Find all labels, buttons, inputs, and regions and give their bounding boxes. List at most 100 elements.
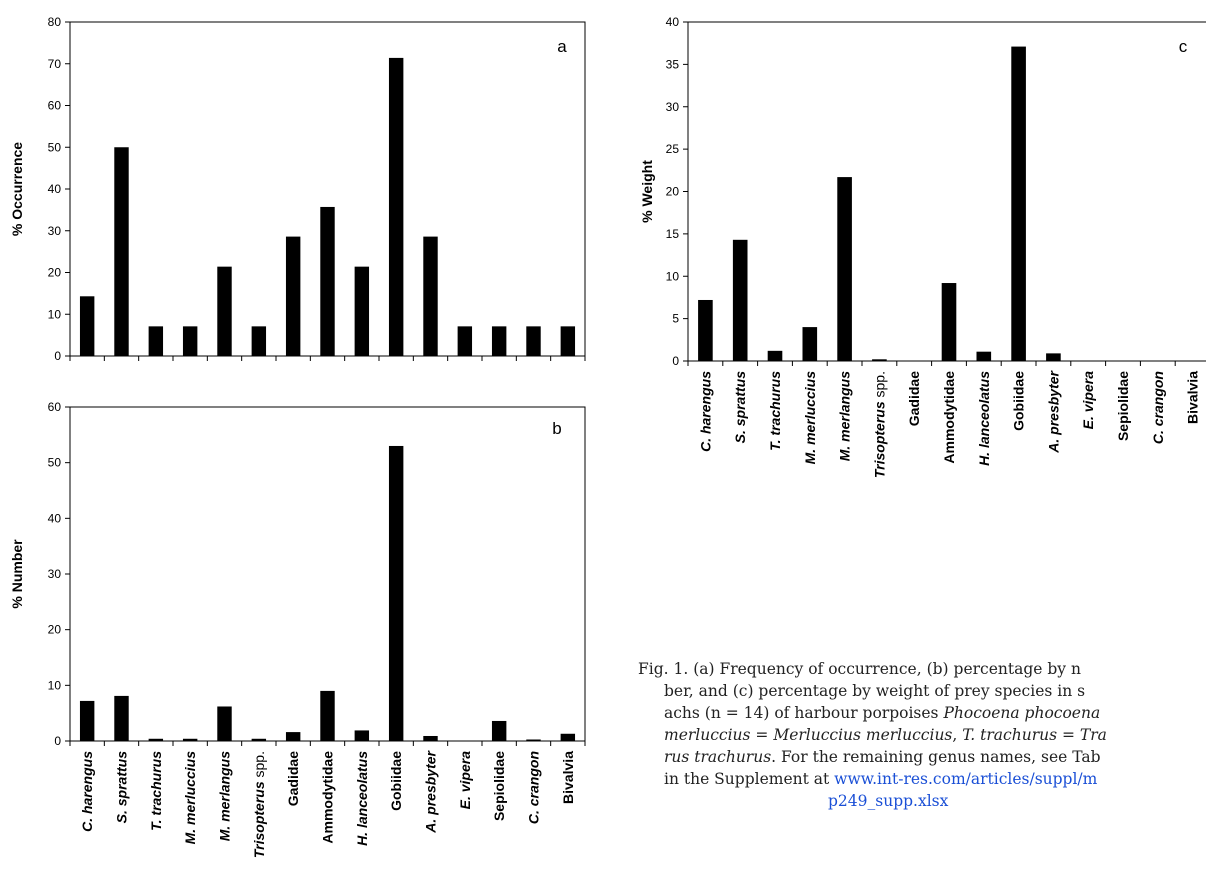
bar-6 [251, 326, 267, 356]
x-tick-label: Trisopterus spp. [251, 751, 267, 858]
y-axis-label: % Occurrence [9, 142, 25, 236]
y-tick-label: 20 [48, 623, 62, 637]
chart-panel-a: 0 10 20 30 40 50 60 70 80 % Occurrence a [9, 15, 586, 363]
bar-9 [354, 730, 370, 741]
x-tick-label: S. sprattus [732, 371, 748, 444]
x-tick-label: Sepiolidae [1115, 371, 1131, 441]
y-tick-label: 0 [54, 349, 61, 363]
bar-5 [217, 266, 232, 356]
y-axis-label: % Weight [639, 160, 655, 223]
x-tick-label: C. crangon [1150, 371, 1166, 444]
caption-sep: = [1057, 726, 1080, 744]
bar-1 [79, 700, 95, 741]
x-tick-label: S. sprattus [114, 751, 130, 824]
caption-line-2: ber, and (c) percentage by weight of pre… [664, 682, 1086, 700]
bar-11 [423, 735, 438, 741]
bar-2 [732, 239, 748, 361]
y-tick-label: 60 [48, 400, 62, 414]
bar-13 [491, 720, 507, 741]
x-tick-label: M. merlangus [217, 751, 233, 841]
x-tick-label: Ammodytidae [941, 371, 957, 464]
bar-15 [560, 733, 576, 741]
bar-4 [802, 327, 818, 361]
caption-fullname-2-cont: rus trachurus [664, 748, 772, 766]
caption-line-5: . For the remaining genus names, see Tab [771, 748, 1101, 766]
bar-7 [285, 732, 301, 741]
y-axis-label: % Number [9, 539, 25, 609]
bar-9 [976, 351, 992, 361]
bar-1 [79, 296, 95, 356]
bar-11 [1046, 353, 1061, 361]
y-tick-label: 20 [48, 266, 62, 280]
chart-panel-b: 0 10 20 30 40 50 60 C. harengus S. sprattus T. tr… [9, 400, 586, 858]
x-tick-label: Gadidae [906, 371, 922, 426]
x-tick-label: M. merluccius [182, 751, 198, 845]
supplement-link-cont[interactable]: p249_supp.xlsx [828, 792, 949, 810]
x-tick-label: A. presbyter [423, 749, 439, 833]
x-tick-label: Bivalvia [560, 751, 576, 804]
y-tick-label: 0 [54, 734, 61, 748]
bar-10 [388, 57, 404, 356]
y-tick-label: 80 [48, 15, 62, 29]
y-tick-label: 30 [666, 100, 680, 114]
y-tick-label: 40 [48, 182, 62, 196]
y-tick-label: 40 [666, 15, 680, 29]
bar-4 [182, 326, 198, 356]
bar-3 [767, 350, 783, 361]
bar-10 [1011, 46, 1026, 361]
x-tick-label: Bivalvia [1185, 371, 1201, 424]
x-tick-label: A. presbyter [1045, 369, 1061, 453]
bar-14 [526, 739, 541, 741]
y-tick-label: 40 [48, 511, 62, 525]
caption-line-1: Fig. 1. (a) Frequency of occurrence, (b)… [638, 660, 1081, 678]
panel-label: b [552, 419, 561, 438]
panel-label: a [557, 37, 567, 56]
caption-line-3: achs (n = 14) of harbour porpoises [664, 704, 944, 722]
x-tick-label: C. harengus [79, 751, 95, 832]
y-tick-label: 70 [48, 57, 62, 71]
bar-3 [148, 738, 164, 741]
y-tick-label: 5 [672, 312, 679, 326]
x-tick-label: T. trachurus [767, 371, 783, 451]
caption-abbrev-1: merluccius [664, 726, 751, 744]
bar-1 [698, 299, 713, 361]
bar-6 [251, 738, 267, 741]
bar-2 [114, 695, 129, 741]
bar-12 [457, 326, 473, 356]
x-tick-label: M. merluccius [802, 371, 818, 465]
y-tick-label: 0 [672, 354, 679, 368]
bar-15 [560, 326, 576, 356]
bar-14 [526, 326, 541, 356]
y-tick-label: 35 [666, 57, 680, 71]
x-tick-label: Sepiolidae [491, 751, 507, 821]
x-tick-label: C. crangon [526, 751, 542, 824]
caption-sep: , [952, 726, 963, 744]
bar-8 [320, 690, 335, 741]
x-tick-label: Gobiidae [388, 751, 404, 811]
caption-line-6: in the Supplement at [664, 770, 835, 788]
bar-7 [285, 236, 301, 356]
bar-9 [354, 266, 370, 356]
bar-3 [148, 326, 164, 356]
caption-species: Phocoena phocoena [943, 704, 1101, 722]
y-tick-label: 10 [48, 307, 62, 321]
y-tick-label: 10 [48, 678, 62, 692]
bar-5 [217, 706, 232, 741]
caption-abbrev-2: T. trachurus [962, 726, 1058, 744]
bar-5 [837, 177, 852, 361]
caption-sep: = [750, 726, 774, 744]
panel-label: c [1179, 37, 1188, 56]
y-tick-label: 30 [48, 224, 62, 238]
y-tick-label: 20 [666, 185, 680, 199]
bar-8 [941, 283, 957, 361]
y-tick-label: 25 [666, 142, 680, 156]
x-tick-label: Gadidae [285, 751, 301, 806]
bar-8 [320, 206, 335, 356]
x-tick-label: E. vipera [1080, 371, 1096, 430]
supplement-link[interactable]: www.int-res.com/articles/suppl/m [834, 770, 1098, 788]
bar-13 [491, 326, 507, 356]
y-tick-label: 60 [48, 99, 62, 113]
y-tick-label: 50 [48, 140, 62, 154]
y-tick-label: 30 [48, 567, 62, 581]
